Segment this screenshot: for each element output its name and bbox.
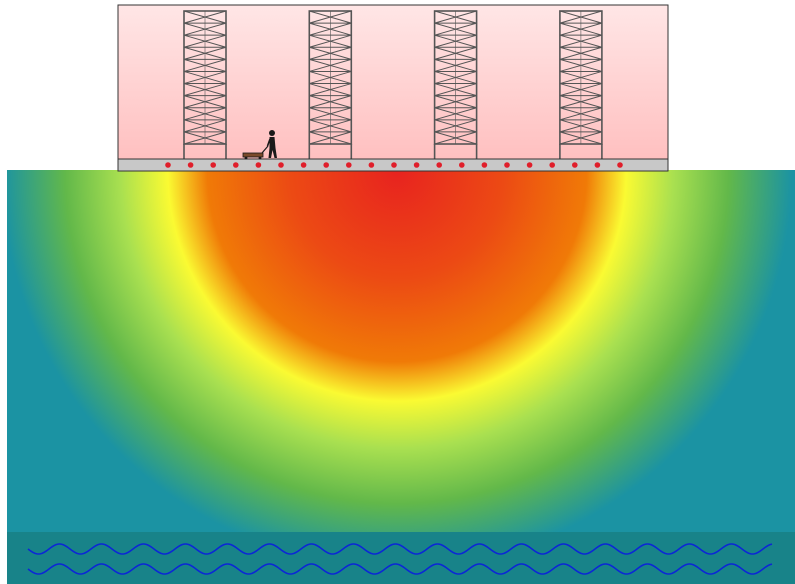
worker-arm (266, 138, 271, 147)
heater-dot (549, 162, 555, 168)
heater-dot (323, 162, 330, 168)
shelf-group (183, 10, 603, 159)
heater-dot (481, 162, 488, 168)
cart-icon (242, 152, 264, 158)
groundwater-wave-line (27, 563, 773, 575)
heater-dot (233, 162, 239, 168)
heater-dot (346, 162, 352, 168)
heater-dot (413, 162, 420, 168)
heater-dot (504, 162, 510, 168)
heater-dot (255, 162, 262, 168)
heater-dot (391, 162, 397, 168)
heater-dot (526, 162, 533, 168)
worker-body (268, 137, 277, 158)
groundwater-layer (7, 532, 795, 584)
cart-wheel-icon (258, 156, 262, 160)
heat-distribution-field (7, 170, 792, 532)
scaffold-shelf-icon (308, 10, 353, 159)
groundwater-waves (27, 543, 773, 575)
scaffold-shelf-icon (183, 10, 227, 159)
heater-dot (300, 162, 307, 168)
worker-head (269, 130, 275, 136)
scaffold-shelf-icon (433, 10, 478, 159)
heater-dot (594, 162, 601, 168)
heater-dot (617, 162, 623, 168)
heater-dot (187, 162, 194, 168)
building (117, 4, 669, 172)
groundwater-wave-line (27, 543, 773, 555)
heater-dot (459, 162, 465, 168)
heater-dot (165, 162, 171, 168)
cart-wheel-icon (244, 156, 248, 160)
scaffold-shelf-icon (559, 10, 603, 159)
cart-handle (261, 145, 269, 154)
floor-heater-dots (165, 162, 623, 168)
groundwater-band (7, 532, 795, 584)
heater-dot (436, 162, 443, 168)
person-pulling-cart-icon (242, 130, 277, 160)
heater-dot (210, 162, 216, 168)
heater-dot (278, 162, 284, 168)
heater-dot (368, 162, 375, 168)
heater-dot (572, 162, 578, 168)
